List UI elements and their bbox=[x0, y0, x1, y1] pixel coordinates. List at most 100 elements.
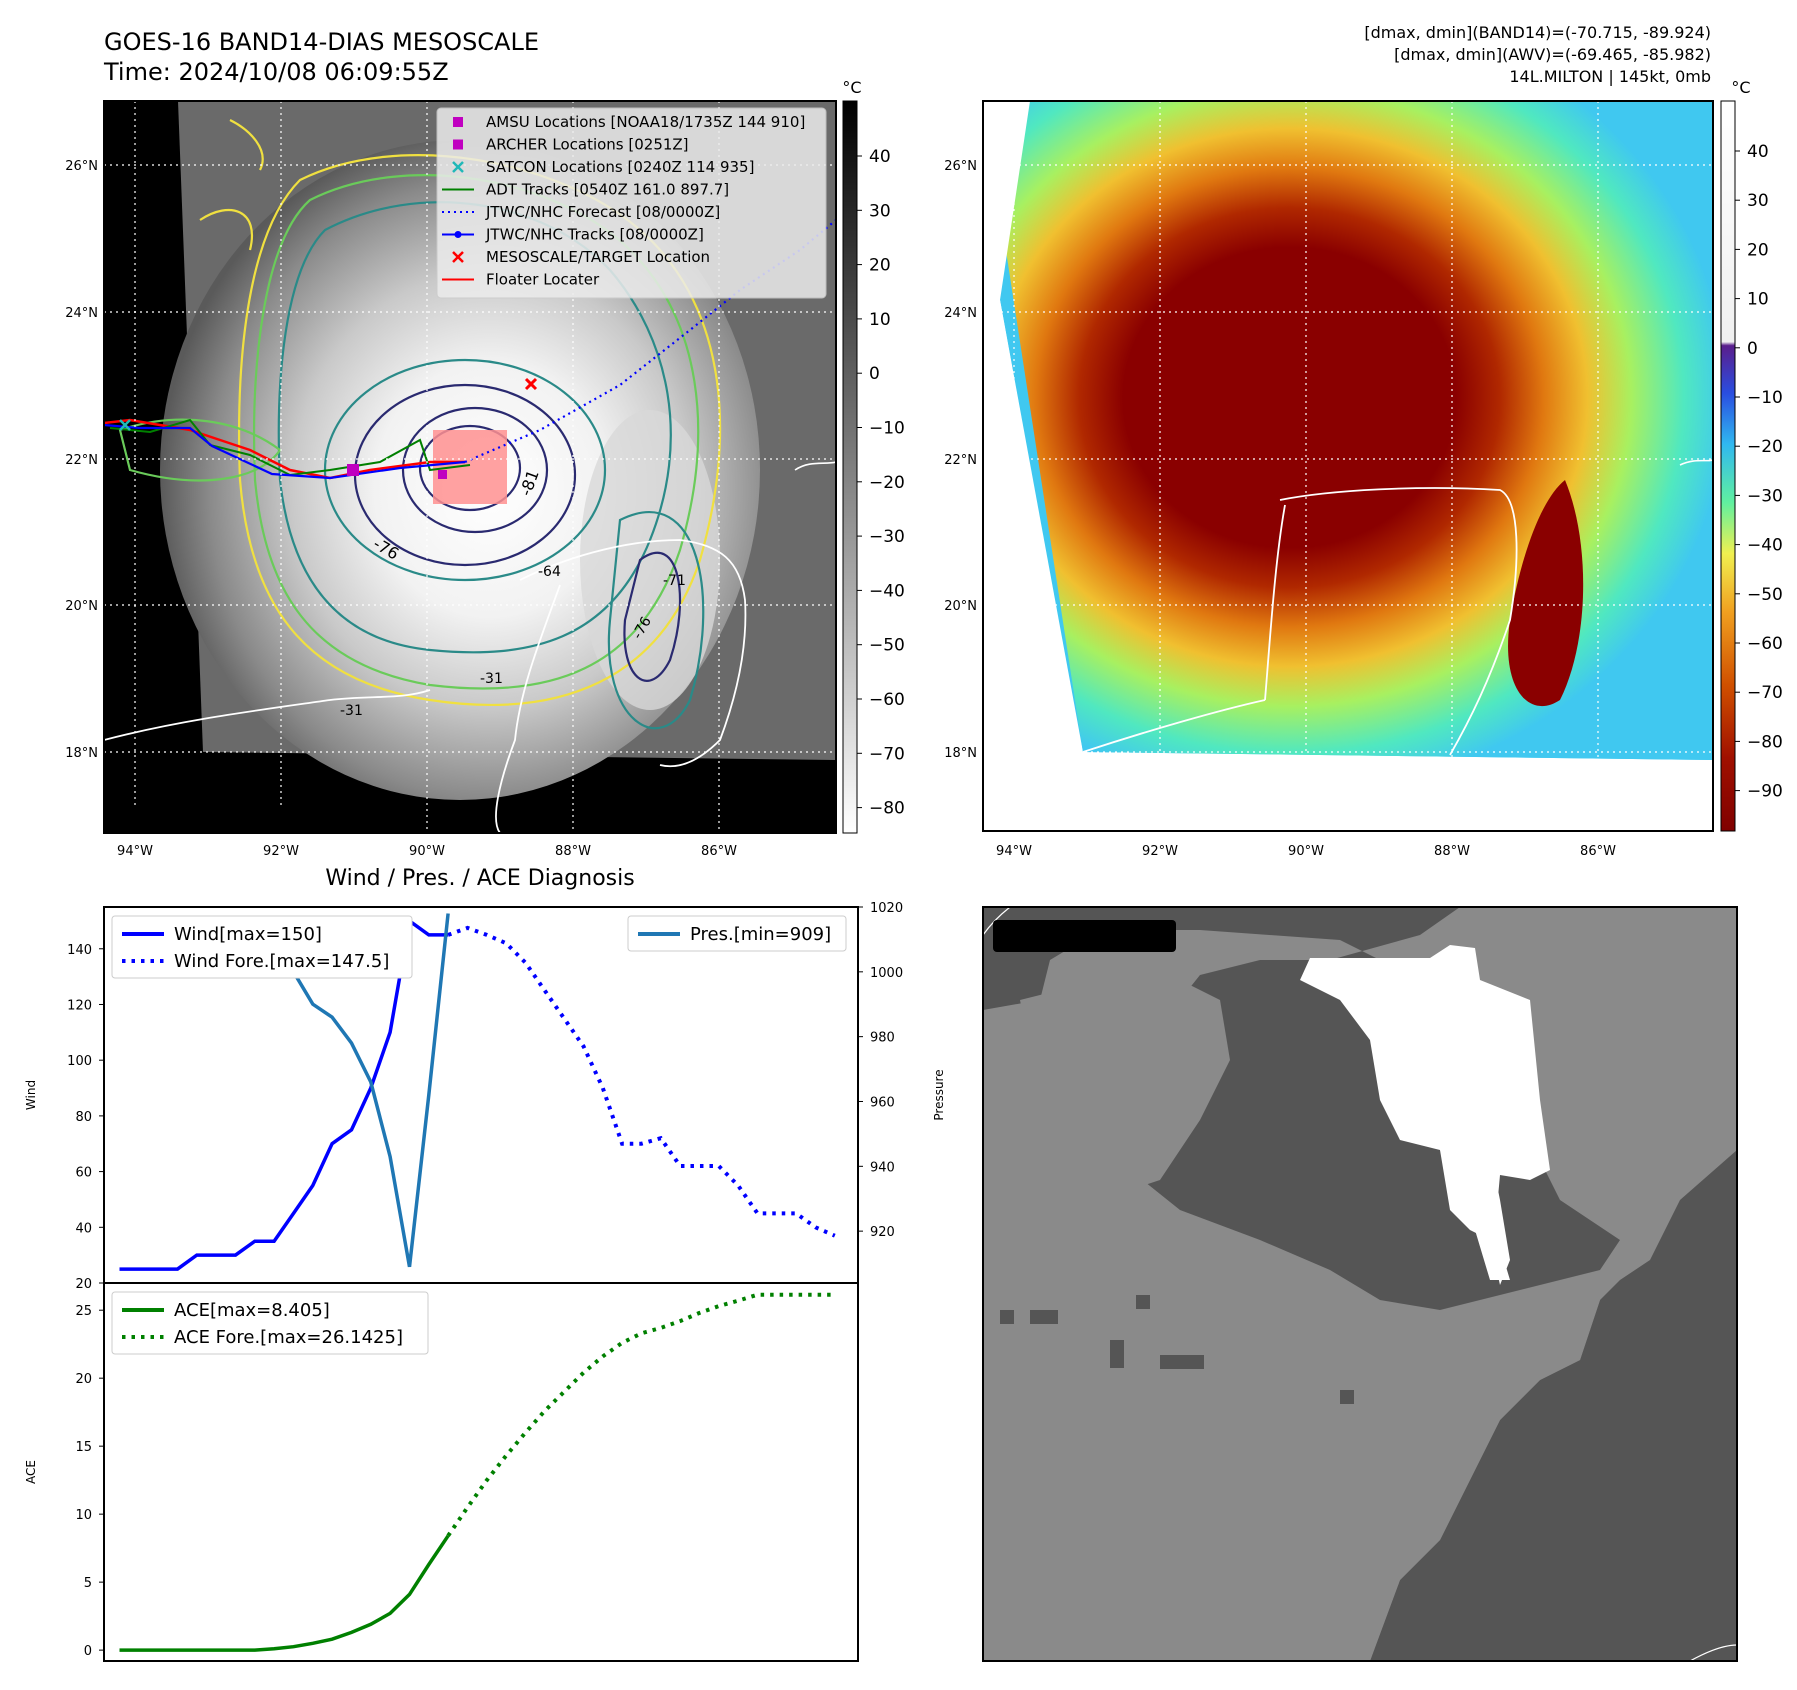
wmg-speck bbox=[1136, 1295, 1150, 1309]
ir-colorbar-gradient bbox=[842, 100, 858, 834]
colorbar-tick-label: −50 bbox=[1747, 585, 1783, 605]
y2-tick-label: 920 bbox=[870, 1225, 895, 1240]
y-axis-label: Wind bbox=[24, 1080, 38, 1110]
colorbar-tick-label: −90 bbox=[1747, 782, 1783, 802]
y-tick-label: 140 bbox=[67, 943, 92, 958]
legend-label: SATCON Locations [0240Z 114 935] bbox=[486, 158, 754, 176]
legend-box bbox=[436, 107, 827, 299]
colorbar-tick-label: −10 bbox=[869, 419, 905, 439]
colorbar-tick-label: 0 bbox=[869, 364, 880, 384]
legend-marker bbox=[454, 231, 462, 238]
legend-label: MESOSCALE/TARGET Location bbox=[486, 248, 710, 266]
wmg-coastline bbox=[1689, 1644, 1738, 1662]
legend-marker bbox=[453, 117, 463, 127]
colorbar-tick-label: 0 bbox=[1747, 339, 1758, 359]
contour-label: -31 bbox=[340, 703, 363, 719]
jtwc-track bbox=[104, 423, 466, 480]
colorbar-tick-label: −60 bbox=[869, 690, 905, 710]
colorbar-tick-label: 40 bbox=[1747, 142, 1769, 162]
y2-tick-label: 940 bbox=[870, 1160, 895, 1175]
wmg-speck bbox=[1160, 1355, 1204, 1369]
y2-axis-label: Pressure bbox=[932, 1069, 946, 1120]
chart-legend-box bbox=[627, 915, 847, 952]
wmg-white-tail bbox=[1440, 1150, 1510, 1285]
awv-colorbar: °C 40 30 20 10 0 −10 −20 −30 −40 −50 −60 −70 −80 −90 bbox=[1720, 78, 1783, 832]
legend-label: AMSU Locations [NOAA18/1735Z 144 910] bbox=[486, 113, 805, 131]
map-lon-label: 92°W bbox=[1142, 844, 1178, 859]
awv-colorbar-gradient bbox=[1720, 100, 1736, 832]
colorbar-tick-label: 20 bbox=[869, 256, 891, 276]
colorbar-tick-label: −80 bbox=[1747, 732, 1783, 752]
mesoscale-target-marker bbox=[524, 377, 538, 391]
colorbar-tick-label: −30 bbox=[869, 527, 905, 547]
awv-coastline bbox=[1082, 487, 1518, 756]
awv-map-frame bbox=[982, 100, 1714, 832]
wmg-speck bbox=[1110, 1340, 1124, 1368]
colorbar-tick-label: −10 bbox=[1747, 388, 1783, 408]
map-lon-label: 94°W bbox=[996, 844, 1032, 859]
awv-range-text: [dmax, dmin](AWV)=(-69.465, -85.982) bbox=[1394, 45, 1711, 64]
series-line bbox=[119, 1534, 450, 1652]
ir-coastline bbox=[104, 539, 747, 833]
wmg-speck bbox=[1030, 1310, 1058, 1324]
y-tick-label: 15 bbox=[75, 1440, 92, 1455]
wmg-speck bbox=[1340, 1390, 1354, 1404]
wmg-speck bbox=[1000, 1310, 1014, 1324]
y-tick-label: 20 bbox=[75, 1372, 92, 1387]
awv-dry-band bbox=[1508, 480, 1584, 707]
chart-legend-label: Pres.[min=909] bbox=[690, 924, 831, 945]
map-lat-label: 18°N bbox=[65, 746, 98, 761]
colorbar-tick-label: −20 bbox=[1747, 437, 1783, 457]
legend-marker bbox=[453, 139, 463, 150]
awv-map-gridlines bbox=[983, 101, 1713, 831]
map-lat-label: 24°N bbox=[944, 306, 977, 321]
map-lon-label: 86°W bbox=[1580, 844, 1616, 859]
map-lat-label: 26°N bbox=[944, 159, 977, 174]
ir-map-frame bbox=[103, 100, 837, 834]
y-tick-label: 25 bbox=[75, 1304, 92, 1319]
ir-colorbar: °C 40 30 20 10 0 −10 −20 −30 −40 −50 −60 −70 −80 bbox=[842, 78, 905, 834]
series-line bbox=[119, 917, 449, 1271]
ir-colorbar-unit: °C bbox=[842, 78, 861, 97]
y-tick-label: 40 bbox=[75, 1221, 92, 1236]
map-lon-label: 90°W bbox=[409, 844, 445, 859]
chart-legend-label: ACE Fore.[max=26.1425] bbox=[174, 1327, 403, 1348]
legend-label: JTWC/NHC Forecast [08/0000Z] bbox=[485, 203, 720, 221]
figure-title-line1: GOES-16 BAND14-DIAS MESOSCALE bbox=[104, 28, 539, 56]
y-tick-label: 60 bbox=[75, 1166, 92, 1181]
chart-legend-label: Wind[max=150] bbox=[174, 924, 322, 945]
colorbar-tick-label: −30 bbox=[1747, 486, 1783, 506]
legend-label: ARCHER Locations [0251Z] bbox=[486, 136, 689, 154]
wmg-panel: WMG Count: 0 bbox=[982, 906, 1738, 1662]
figure-title-line2: Time: 2024/10/08 06:09:55Z bbox=[103, 58, 449, 86]
colorbar-tick-label: −40 bbox=[1747, 536, 1783, 556]
y2-tick-label: 1020 bbox=[870, 901, 903, 916]
map-lat-label: 26°N bbox=[65, 159, 98, 174]
contour-label: -71 bbox=[663, 573, 686, 589]
map-lat-label: 22°N bbox=[65, 453, 98, 468]
ir-map-panel: -81 -76 -64 -71 -76 -31 -31 Copyright © … bbox=[103, 100, 837, 834]
colorbar-tick-label: −70 bbox=[869, 744, 905, 764]
wind-pressure-chart: 20 40 60 80 100 120 140 920 940 960 980 1000 1020 Win… bbox=[24, 901, 946, 1292]
archer-location-marker bbox=[438, 470, 447, 479]
map-lon-label: 88°W bbox=[1434, 844, 1470, 859]
wmg-count-badge bbox=[993, 920, 1176, 952]
colorbar-tick-label: 40 bbox=[869, 147, 891, 167]
chart-legend-box bbox=[111, 915, 413, 979]
map-lon-label: 90°W bbox=[1288, 844, 1324, 859]
ir-rainband bbox=[580, 410, 720, 710]
colorbar-tick-label: −20 bbox=[869, 473, 905, 493]
colorbar-tick-label: 20 bbox=[1747, 240, 1769, 260]
ir-map-legend: AMSU Locations [NOAA18/1735Z 144 910] ARC… bbox=[436, 107, 827, 299]
awv-no-data-bottom bbox=[983, 760, 1713, 831]
y-tick-label: 120 bbox=[67, 998, 92, 1013]
colorbar-tick-label: −70 bbox=[1747, 683, 1783, 703]
copyright-box bbox=[104, 808, 414, 833]
awv-no-data-corner bbox=[983, 300, 1083, 760]
colorbar-tick-label: 10 bbox=[869, 310, 891, 330]
map-lat-label: 20°N bbox=[65, 599, 98, 614]
chart-legend-label: ACE[max=8.405] bbox=[174, 1300, 330, 1321]
map-lon-label: 94°W bbox=[117, 844, 153, 859]
awv-map-panel bbox=[982, 100, 1714, 832]
